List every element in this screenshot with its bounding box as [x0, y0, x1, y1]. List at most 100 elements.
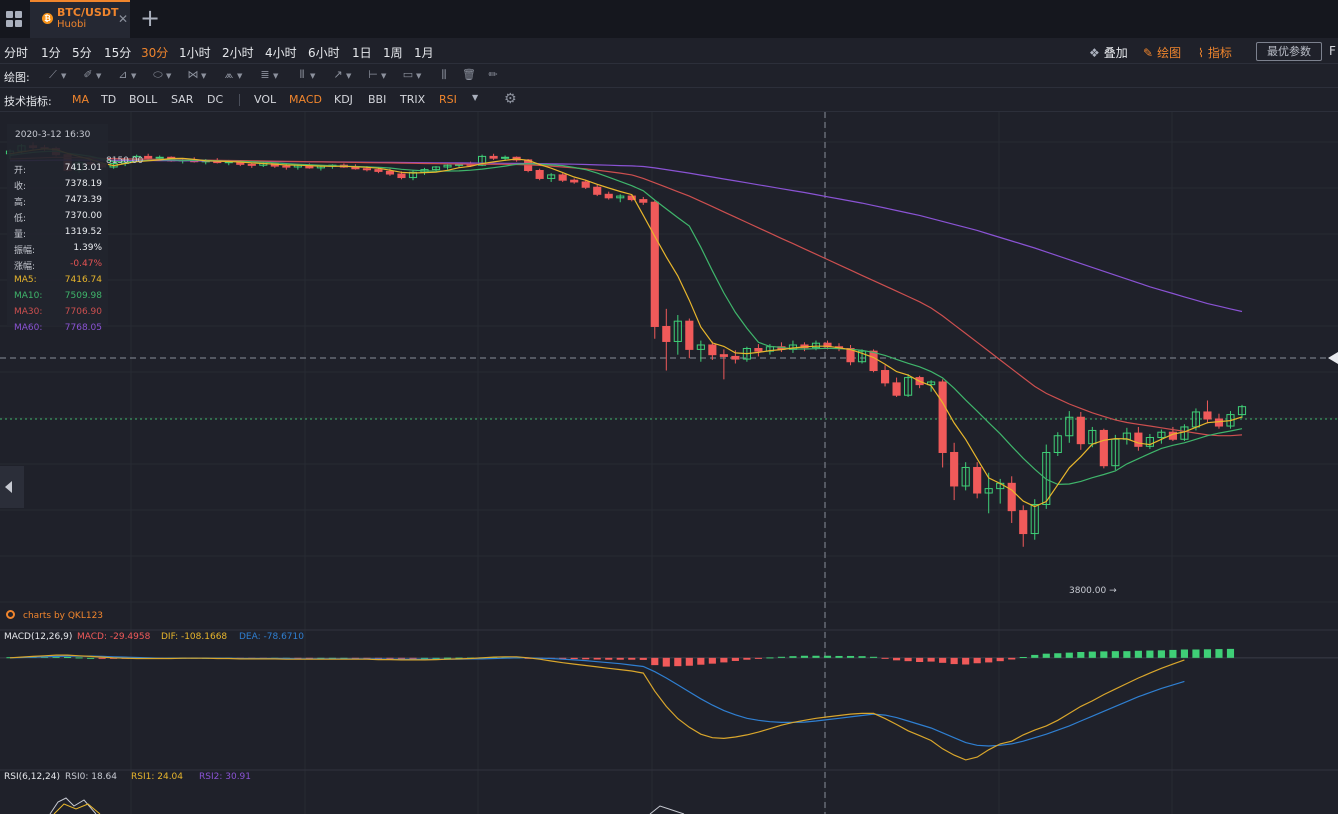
- indicator-rsi[interactable]: RSI: [439, 93, 457, 106]
- info-row-amplitude: 振幅: 1.39%: [14, 243, 102, 256]
- fullscreen-button[interactable]: F: [1329, 44, 1336, 58]
- macd-pane: [0, 648, 1338, 761]
- candle-body: [408, 171, 418, 179]
- macd-histogram-bar: [593, 657, 601, 660]
- macd-histogram-bar: [409, 657, 417, 659]
- candle-body: [1111, 438, 1120, 467]
- candle-body: [961, 466, 970, 487]
- candle-body: [673, 320, 682, 342]
- add-tab-button[interactable]: +: [139, 4, 161, 32]
- channel-tool-icon[interactable]: ⊿ ▼: [118, 68, 137, 81]
- macd-histogram-bar: [835, 655, 843, 658]
- timeframe-1h[interactable]: 1小时: [179, 46, 211, 60]
- candlestick-chart[interactable]: [0, 112, 1338, 814]
- macd-histogram-bar: [674, 657, 682, 667]
- candle-tool-icon[interactable]: ⫼: [441, 68, 447, 81]
- more-indicators-chevron-down-icon[interactable]: ▼: [472, 93, 479, 102]
- arrow-tool-icon[interactable]: ↗ ▼: [333, 68, 352, 81]
- zigzag-tool-icon[interactable]: ⋈ ▼: [187, 68, 207, 81]
- dif-value: DIF: -108.1668: [161, 632, 228, 642]
- candle-body: [662, 325, 671, 342]
- macd-histogram-bar: [432, 657, 440, 659]
- candle: [708, 341, 717, 360]
- line-tool-icon[interactable]: ⟋ ▼: [49, 68, 67, 81]
- macd-histogram-bar: [98, 657, 106, 659]
- indicator-bbi[interactable]: BBI: [368, 93, 387, 106]
- macd-histogram-bar: [973, 657, 981, 664]
- timeframe-15min[interactable]: 15分: [104, 46, 132, 60]
- candle-body: [696, 344, 705, 350]
- indicator-dc[interactable]: DC: [207, 93, 224, 106]
- timeframe-6h[interactable]: 6小时: [308, 46, 340, 60]
- indicator-kdj[interactable]: KDJ: [334, 93, 353, 106]
- macd-histogram-bar: [731, 657, 739, 661]
- macd-histogram-bar: [616, 657, 624, 660]
- indicator-vol[interactable]: VOL: [254, 93, 277, 106]
- tab-btc-usdt[interactable]: ₿ BTC/USDT Huobi ✕: [30, 0, 130, 38]
- scroll-left-button[interactable]: [0, 466, 24, 508]
- candle-body: [1214, 418, 1224, 427]
- timeframe-4h[interactable]: 4小时: [265, 46, 297, 60]
- measure-tool-icon[interactable]: ⊢ ▼: [368, 68, 387, 81]
- trash-icon[interactable]: 🗑: [462, 68, 476, 81]
- info-row-ma5: MA5: 7416.74: [14, 275, 102, 285]
- timeframe-1w[interactable]: 1周: [383, 46, 403, 60]
- qkl-logo-icon: [6, 610, 15, 619]
- timeframe-5min[interactable]: 5分: [72, 46, 92, 60]
- chart-icon: ⌇: [1198, 46, 1204, 60]
- optimize-params-button[interactable]: 最优参数: [1256, 42, 1322, 61]
- macd-histogram-bar: [1169, 649, 1177, 658]
- indicator-boll[interactable]: BOLL: [129, 93, 158, 106]
- macd-histogram-bar: [881, 657, 889, 659]
- candle: [754, 344, 763, 357]
- timeframe-1d[interactable]: 1日: [352, 46, 372, 60]
- overlay-button[interactable]: ❖ 叠加: [1089, 44, 1128, 61]
- macd-histogram-bar: [1111, 651, 1119, 658]
- macd-histogram-bar: [927, 657, 935, 662]
- ellipse-tool-icon[interactable]: ⬭ ▼: [153, 68, 172, 81]
- candle-body: [501, 156, 510, 159]
- chart-area[interactable]: 2020-3-12 16:30 开: 7413.01 收: 7378.19 高: 74…: [0, 112, 1338, 814]
- close-icon[interactable]: ✕: [118, 12, 129, 26]
- indicator-macd[interactable]: MACD: [289, 93, 322, 106]
- pattern-tool-icon[interactable]: ⩕ ▼: [224, 68, 243, 81]
- macd-histogram-bar: [1065, 652, 1073, 658]
- apps-grid-icon[interactable]: [0, 0, 28, 38]
- timeframe-1mo[interactable]: 1月: [414, 46, 434, 60]
- gear-icon[interactable]: ⚙: [504, 91, 517, 107]
- fibonacci-tool-icon[interactable]: ≣ ▼: [260, 68, 279, 81]
- pencil-icon: ✎: [1143, 46, 1154, 60]
- candle-body: [1053, 435, 1062, 453]
- gann-tool-icon[interactable]: ⦀ ▼: [299, 68, 316, 81]
- indicator-button[interactable]: ⌇ 指标: [1198, 44, 1232, 61]
- indicator-td[interactable]: TD: [101, 93, 117, 106]
- candle-body: [1030, 503, 1039, 535]
- timeframe-2h[interactable]: 2小时: [222, 46, 254, 60]
- indicator-sar[interactable]: SAR: [171, 93, 194, 106]
- macd-histogram-bar: [962, 657, 970, 665]
- macd-histogram-bar: [397, 657, 406, 659]
- indicator-trix[interactable]: TRIX: [400, 93, 426, 106]
- candle: [443, 164, 452, 170]
- pen-tool-icon[interactable]: ✐ ▼: [83, 68, 102, 81]
- layers-icon: ❖: [1089, 46, 1100, 60]
- macd-histogram-bar: [570, 657, 578, 660]
- candle: [1007, 476, 1016, 523]
- eraser-icon[interactable]: ✏: [488, 68, 498, 81]
- indicator-ma[interactable]: MA: [72, 93, 90, 106]
- draw-button[interactable]: ✎ 绘图: [1143, 44, 1181, 61]
- macd-histogram-bar: [812, 655, 820, 658]
- candle: [950, 442, 959, 501]
- crosshair: [0, 112, 1338, 814]
- info-date: 2020-3-12 16:30: [15, 130, 91, 140]
- candle-body: [443, 164, 452, 168]
- timeframe-30min[interactable]: 30分: [141, 46, 169, 60]
- rsi2-value: RSI2: 30.91: [199, 772, 252, 782]
- candle: [892, 377, 901, 397]
- timeframe-1min[interactable]: 1分: [41, 46, 61, 60]
- high-price-label: 8150.00: [106, 156, 144, 166]
- macd-histogram-bar: [455, 657, 463, 659]
- candle: [489, 153, 498, 160]
- annotation-tool-icon[interactable]: ▭ ▼: [402, 68, 422, 81]
- timeframe-fenshi[interactable]: 分时: [4, 46, 29, 60]
